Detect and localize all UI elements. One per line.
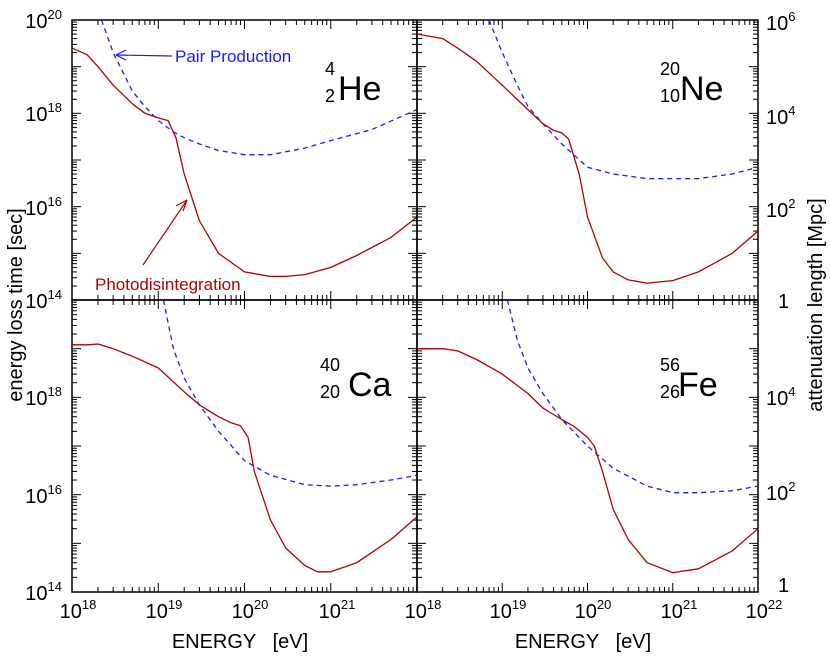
nucleus-symbol: He [338, 70, 381, 108]
y-tick-label: 1016 [25, 194, 62, 220]
photodisintegration-curve [417, 348, 758, 574]
panel-he: 4 2 He [71, 19, 418, 301]
y-axis-label-left: energy loss time [sec] [5, 208, 27, 401]
x-tick-label: 1018 [405, 597, 442, 623]
y-tick-label: 106 [766, 9, 795, 35]
x-tick-label: 1021 [319, 597, 356, 623]
annotations: Pair Production Photodisintegration [95, 47, 291, 294]
pair-production-curve [162, 300, 417, 487]
plot-frame [71, 299, 418, 593]
tick-labels: 1018 1019 1020 1021 1018 1019 1020 1021 10221020… [25, 7, 795, 623]
y-tick-label: 104 [766, 103, 795, 129]
x-tick-label: 1022 [746, 597, 783, 623]
y-tick-label: 1014 [25, 287, 62, 313]
y-tick-label: 1 [778, 291, 789, 313]
nucleus-charge-number: 2 [325, 86, 335, 106]
nucleus-charge-number: 10 [660, 86, 680, 106]
y-tick-label: 1018 [25, 100, 62, 126]
photodisintegration-curve [72, 47, 417, 278]
photodisintegration-curve [72, 343, 417, 573]
y-tick-label: 1018 [25, 384, 62, 410]
pair-production-label: Pair Production [175, 47, 291, 66]
photodisintegration-arrow [142, 199, 188, 266]
y-tick-label: 104 [766, 384, 795, 410]
pair-production-arrow [115, 54, 173, 57]
nucleus-mass-number: 40 [320, 355, 340, 375]
x-axis-label-left: ENERGY [eV] [172, 631, 308, 653]
pair-production-curve [488, 20, 758, 180]
panel-ne: 20 10 Ne [416, 19, 759, 301]
y-tick-label: 1014 [25, 579, 62, 605]
pair-production-curve [506, 300, 758, 494]
nucleus-charge-number: 20 [320, 382, 340, 402]
nucleus-symbol: Fe [678, 366, 718, 404]
photodisintegration-label: Photodisintegration [95, 275, 241, 294]
x-tick-label: 1020 [575, 597, 612, 623]
y-tick-label: 1020 [25, 7, 62, 33]
x-axis-label-right: ENERGY [eV] [515, 631, 651, 653]
panel-ca: 40 20 Ca [71, 299, 418, 593]
nucleus-symbol: Ne [680, 70, 723, 108]
x-tick-label: 1020 [232, 597, 269, 623]
pair-production-arrowhead [115, 49, 127, 61]
pair-production-curve [100, 20, 417, 156]
y-tick-label: 1 [778, 575, 789, 597]
y-tick-label: 102 [766, 479, 795, 505]
nucleus-symbol: Ca [348, 366, 392, 404]
x-tick-label: 1018 [60, 597, 97, 623]
photodisintegration-arrowhead [175, 199, 188, 212]
x-tick-label: 1019 [490, 597, 527, 623]
plot-frame [416, 299, 759, 593]
x-tick-label: 1019 [146, 597, 183, 623]
nucleus-mass-number: 4 [325, 59, 335, 79]
nucleus-mass-number: 56 [660, 355, 680, 375]
nucleus-charge-number: 26 [660, 382, 680, 402]
y-axis-label-right: attenuation length [Mpc] [805, 198, 827, 411]
photodisintegration-curve [417, 33, 758, 284]
y-tick-label: 102 [766, 196, 795, 222]
nucleus-mass-number: 20 [660, 59, 680, 79]
plot-frame [416, 19, 759, 301]
y-tick-label: 1016 [25, 482, 62, 508]
x-tick-label: 1021 [661, 597, 698, 623]
